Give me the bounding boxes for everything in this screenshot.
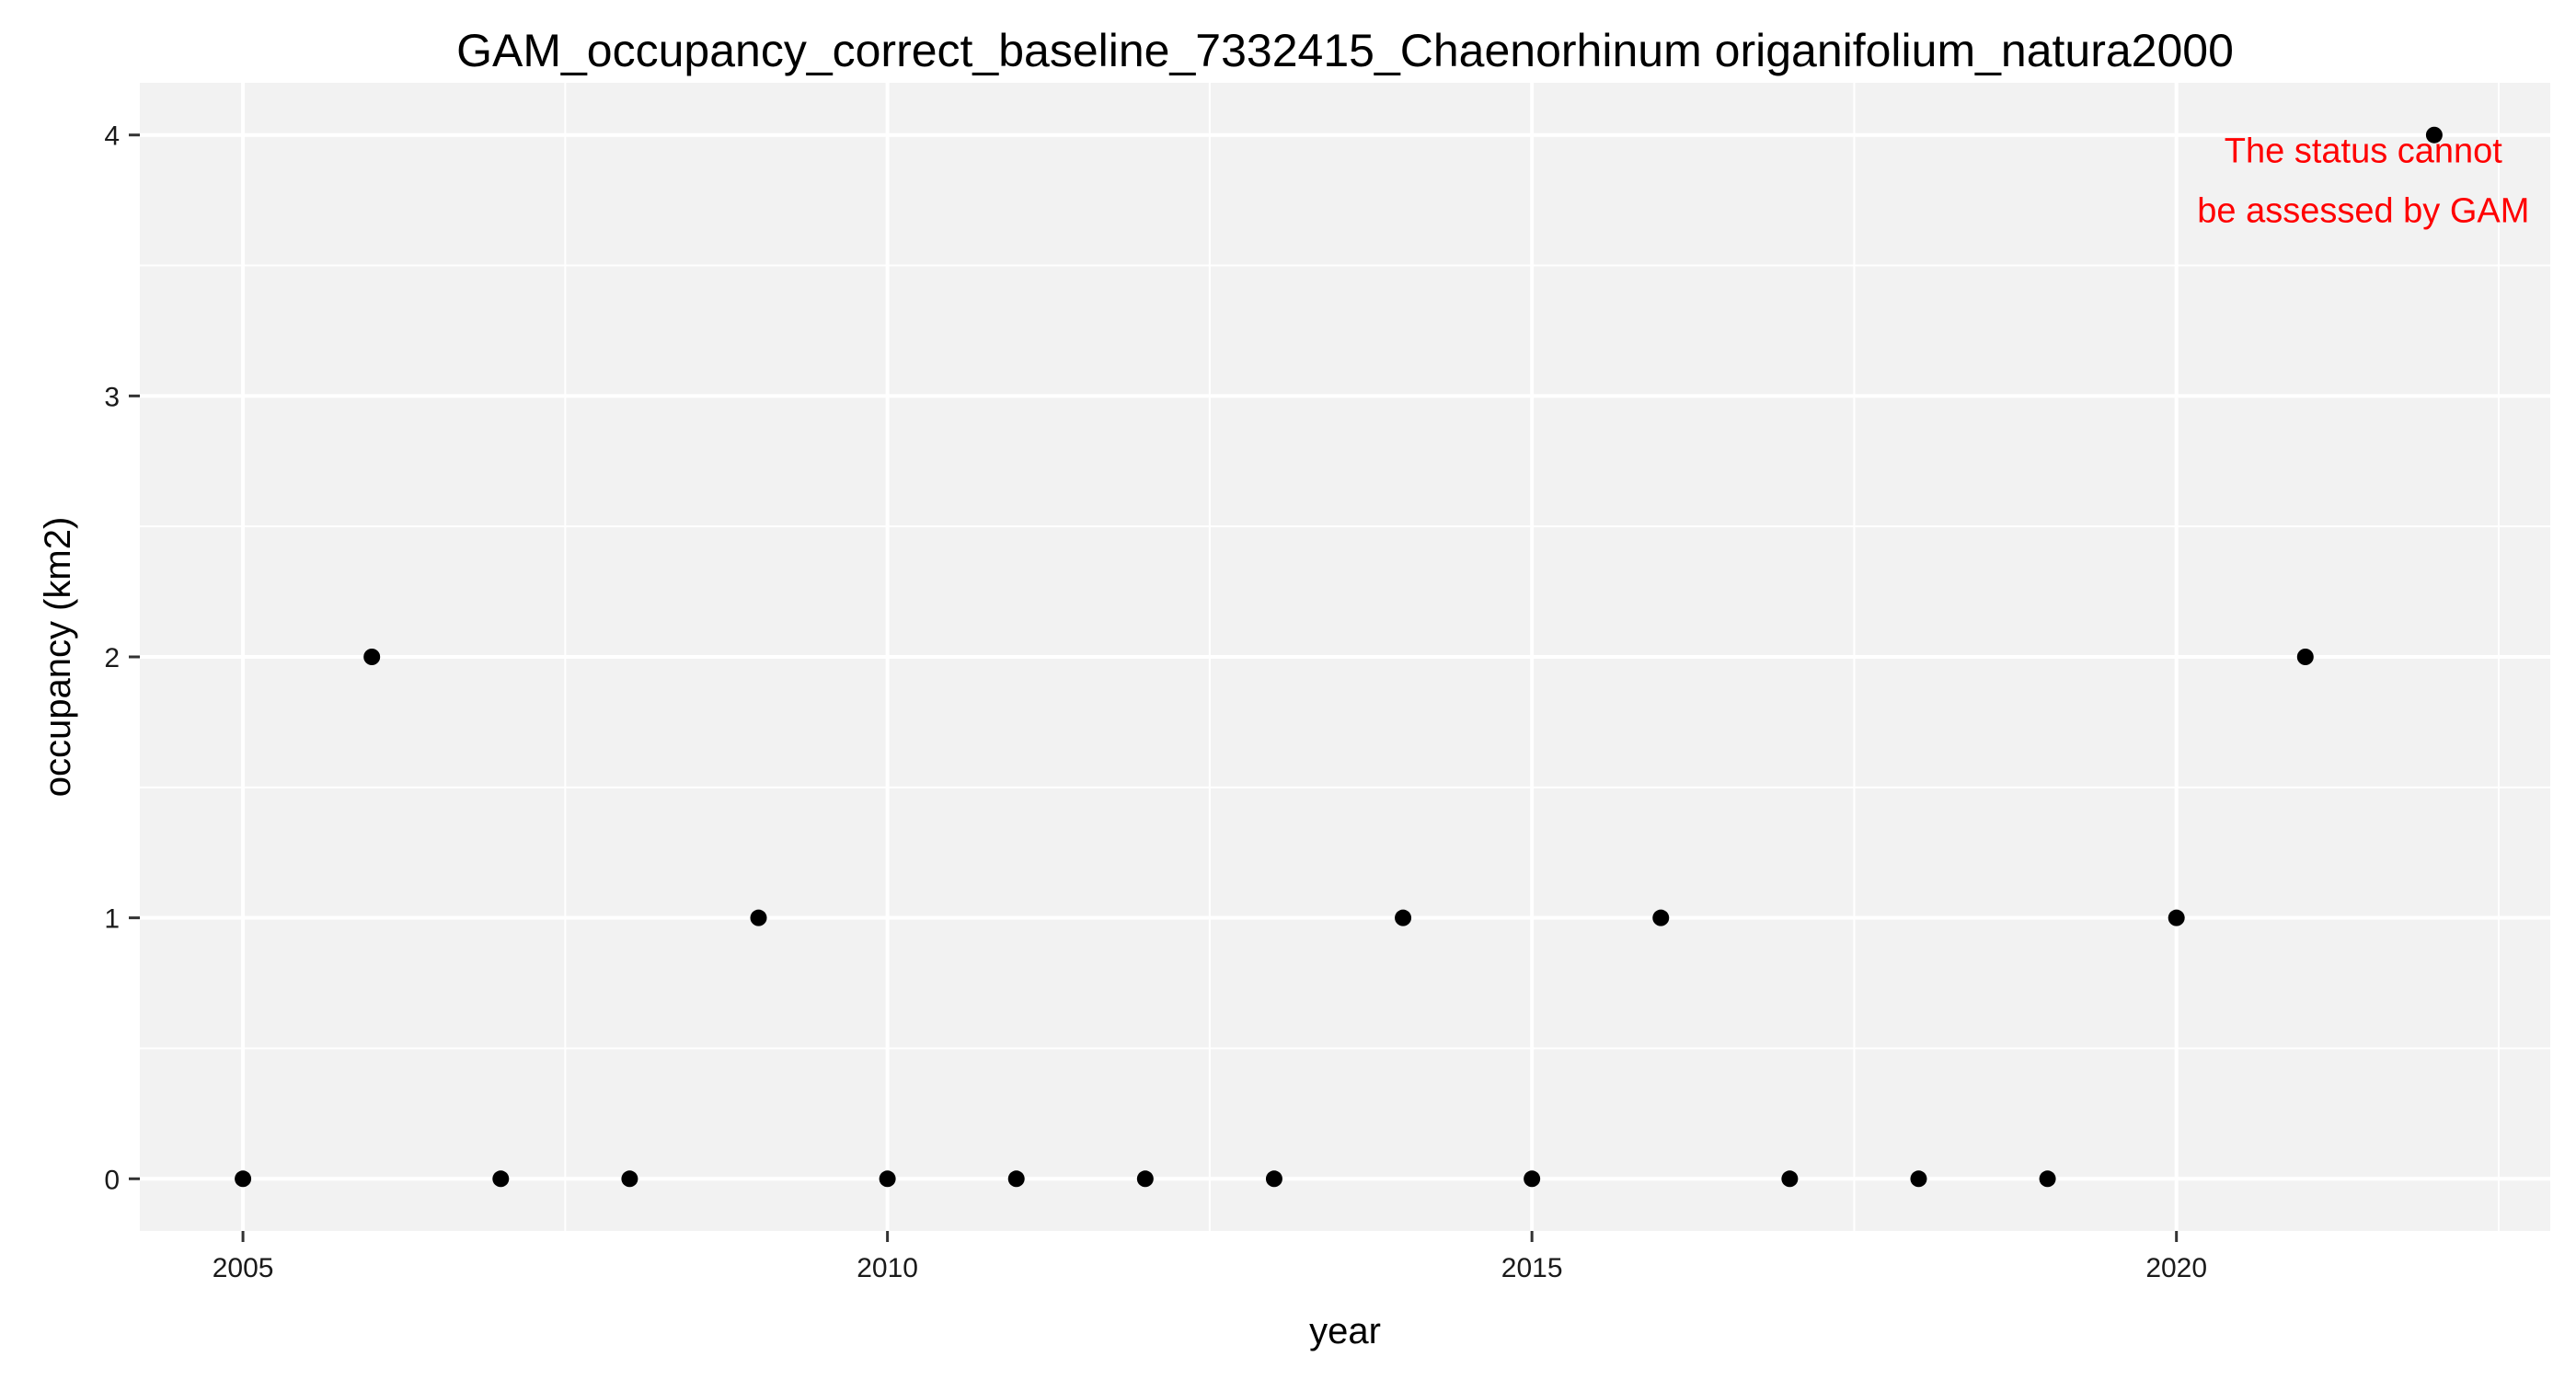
data-point-17 <box>2425 126 2443 144</box>
data-point-6 <box>1007 1170 1025 1188</box>
annotation-line-1: be assessed by GAM <box>2197 192 2529 231</box>
y-tick-label-3: 3 <box>104 382 120 412</box>
status-annotation: The status cannot be assessed by GAM <box>2197 132 2529 231</box>
y-tick-label-4: 4 <box>104 121 120 152</box>
data-point-1 <box>363 649 381 665</box>
x-tick-label-0: 2005 <box>213 1253 274 1283</box>
y-tick-label-1: 1 <box>104 904 120 935</box>
data-point-9 <box>1395 909 1412 926</box>
x-tick-label-3: 2020 <box>2145 1253 2207 1283</box>
y-axis-title: occupancy (km2) <box>38 517 78 798</box>
data-point-0 <box>235 1170 252 1188</box>
data-point-16 <box>2296 649 2314 665</box>
x-tick-label-1: 2010 <box>857 1253 918 1283</box>
data-point-15 <box>2168 909 2185 926</box>
data-points <box>235 126 2443 1188</box>
data-point-14 <box>2039 1170 2056 1188</box>
data-point-12 <box>1781 1170 1799 1188</box>
data-point-2 <box>492 1170 510 1188</box>
data-point-7 <box>1136 1170 1154 1188</box>
y-tick-label-0: 0 <box>104 1165 120 1195</box>
data-point-10 <box>1524 1170 1541 1188</box>
data-point-11 <box>1652 909 1670 926</box>
data-point-8 <box>1265 1170 1282 1188</box>
x-axis: 2005 2010 2015 2020 <box>213 1231 2207 1283</box>
x-tick-label-2: 2015 <box>1501 1253 1563 1283</box>
data-point-3 <box>621 1170 638 1188</box>
grid-major <box>140 83 2550 1231</box>
data-point-5 <box>879 1170 896 1188</box>
y-tick-label-2: 2 <box>104 643 120 673</box>
x-axis-title: year <box>1309 1311 1381 1351</box>
annotation-line-0: The status cannot <box>2225 132 2503 171</box>
chart-title: GAM_occupancy_correct_baseline_7332415_C… <box>456 25 2234 76</box>
data-point-4 <box>750 909 767 926</box>
y-axis: 0 1 2 3 4 <box>104 121 140 1195</box>
data-point-13 <box>1910 1170 1927 1188</box>
